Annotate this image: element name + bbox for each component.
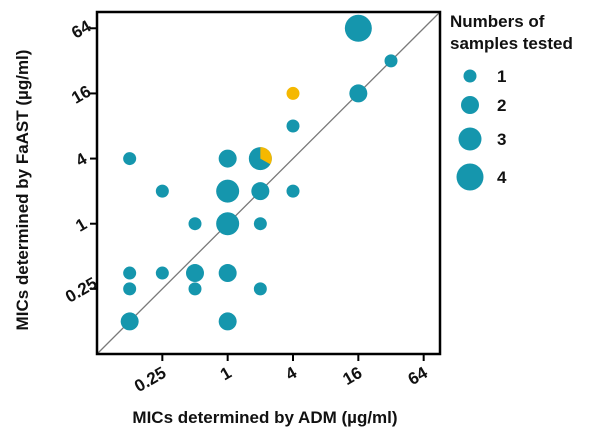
- y-tick-label: 0.25: [62, 274, 100, 307]
- data-point: [218, 149, 237, 168]
- data-point: [188, 217, 202, 231]
- data-point: [253, 217, 267, 231]
- data-point: [344, 14, 372, 42]
- data-point: [253, 282, 267, 296]
- plot-area: [95, 10, 442, 356]
- legend: Numbers of samples tested 1 2 3 4: [450, 12, 573, 191]
- data-point: [384, 54, 398, 68]
- y-tick-label: 1: [72, 214, 90, 235]
- data-point: [186, 264, 205, 283]
- identity-line: [96, 11, 441, 355]
- data-point: [218, 312, 237, 331]
- data-point: [286, 119, 300, 133]
- x-tick-label: 1: [217, 363, 235, 384]
- data-point-highlight-slice: [260, 147, 272, 165]
- data-point: [216, 179, 240, 203]
- plot-frame: [95, 10, 442, 356]
- legend-label: 2: [497, 96, 506, 115]
- x-tick-label: 16: [339, 363, 365, 389]
- legend-marker: [463, 69, 477, 83]
- data-point: [120, 312, 139, 331]
- y-tick-label: 64: [68, 16, 94, 42]
- y-axis-label: MICs determined by FaAST (µg/ml): [13, 50, 32, 331]
- data-point: [123, 282, 137, 296]
- x-tick-label: 0.25: [131, 363, 169, 396]
- data-point: [251, 182, 270, 201]
- data-point: [286, 86, 300, 100]
- x-axis-label: MICs determined by ADM (µg/ml): [132, 408, 397, 427]
- legend-label: 3: [497, 130, 506, 149]
- data-point: [123, 266, 137, 280]
- data-point: [349, 84, 368, 103]
- legend-title-line-1: Numbers of: [450, 12, 545, 31]
- legend-title-line-2: samples tested: [450, 34, 573, 53]
- data-point: [216, 212, 240, 236]
- data-point: [218, 264, 237, 283]
- y-axis: 0.25 1 4 16 64: [62, 16, 100, 306]
- data-point: [286, 184, 300, 198]
- legend-marker: [458, 127, 482, 151]
- legend-label: 1: [497, 67, 506, 86]
- legend-marker: [461, 96, 479, 114]
- x-axis: 0.25 1 4 16 64: [131, 354, 431, 396]
- y-tick-label: 4: [72, 149, 90, 170]
- data-point: [188, 282, 202, 296]
- data-point: [123, 152, 137, 166]
- legend-label: 4: [497, 168, 507, 187]
- data-point: [155, 266, 169, 280]
- x-tick-label: 4: [282, 363, 300, 384]
- legend-marker: [456, 163, 484, 191]
- x-tick-label: 64: [405, 363, 431, 389]
- y-tick-label: 16: [68, 82, 94, 108]
- data-point: [155, 184, 169, 198]
